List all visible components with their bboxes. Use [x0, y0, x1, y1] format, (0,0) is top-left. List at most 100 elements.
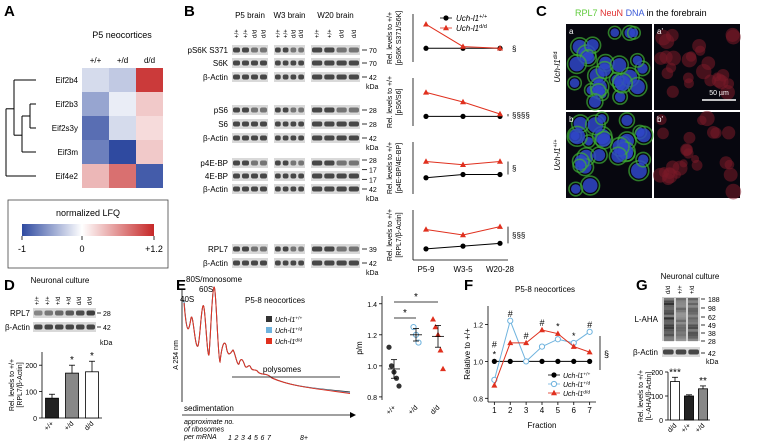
- blot-band: [242, 186, 249, 192]
- blot-label: pS6: [214, 106, 229, 115]
- x-tick-label: +/+: [680, 422, 692, 434]
- blot-band: [312, 107, 323, 113]
- kda-label: 28: [369, 108, 377, 115]
- blot-background: [311, 119, 360, 129]
- x-axis-label: Fraction: [528, 421, 557, 430]
- y-tick-label: 1.2: [367, 333, 377, 340]
- x-tick-label: +/d: [63, 420, 75, 432]
- data-point: [423, 45, 429, 51]
- cell-ring: [635, 151, 652, 168]
- annotation: #: [492, 339, 497, 349]
- x-tick-label: +/d: [407, 404, 419, 416]
- y-axis-label: Rel. levels to +/+: [638, 370, 645, 422]
- y-axis-label: [pS6K S371/S6K]: [396, 11, 403, 66]
- tile-label: a': [657, 27, 663, 36]
- data-point: [555, 358, 561, 364]
- blot-band: [275, 121, 281, 127]
- y-axis-label: Rel. levels to +/+: [387, 209, 394, 261]
- smear-band: [676, 317, 686, 320]
- blot-background: [311, 45, 360, 55]
- significance-mark: §: [604, 349, 609, 359]
- blot-band: [336, 47, 347, 53]
- bar: [684, 395, 694, 421]
- kda-label: 42: [103, 325, 111, 332]
- blot-background: [274, 184, 305, 194]
- data-point: [396, 383, 402, 389]
- lane-label: d/d: [291, 30, 297, 38]
- blot-band: [251, 107, 258, 113]
- data-point: [523, 339, 530, 346]
- smear-band: [676, 310, 686, 313]
- x-tick-label: W20-28: [486, 265, 515, 274]
- heatmap-cell: [109, 92, 136, 116]
- genotype-label: Uch-l1+/d: [563, 381, 590, 389]
- legend-swatch: [266, 327, 272, 333]
- lane-label: +/+: [678, 285, 684, 294]
- cell-ring: [583, 36, 602, 54]
- legend-marker: [443, 15, 449, 21]
- kda-label: 38: [708, 331, 716, 338]
- blot-band: [275, 186, 281, 192]
- blot-band: [275, 107, 281, 113]
- blot-band: [242, 74, 249, 80]
- blot-band: [282, 121, 289, 127]
- blot-band: [348, 135, 359, 141]
- cell-ring: [580, 175, 601, 196]
- cell-ring: [618, 112, 636, 129]
- y-axis-label: Rel. levels to +/+: [387, 12, 394, 64]
- stain-name: NeuN: [600, 8, 623, 18]
- tile-label: b: [569, 115, 574, 124]
- blot-band: [312, 173, 323, 179]
- blot-background: [232, 171, 268, 181]
- blot-band: [312, 60, 323, 66]
- neun-signal: [699, 110, 715, 127]
- micrograph: [654, 112, 740, 198]
- blot-label: S6K: [213, 59, 229, 68]
- ribosome-count: 2: [234, 435, 239, 442]
- bar: [45, 397, 59, 419]
- smear-band: [688, 319, 698, 322]
- neun-signal: [696, 63, 712, 80]
- ribosome-count: 4: [248, 435, 252, 442]
- neun-signal: [692, 39, 707, 53]
- data-point: [460, 43, 466, 49]
- x-axis-label: sedimentation: [184, 404, 234, 413]
- smear-band: [676, 314, 686, 318]
- kda-unit: kDa: [100, 340, 113, 347]
- smear-band: [688, 302, 698, 306]
- blot-band: [275, 160, 281, 166]
- x-tick-label: d/d: [430, 404, 442, 416]
- genotype-label: Uch-l1d/d: [553, 52, 562, 83]
- lane-label: d/d: [299, 30, 305, 38]
- significance-mark: ***: [669, 367, 681, 378]
- blot-band: [44, 324, 53, 330]
- genotype-label: Uch-l1+/+: [456, 14, 487, 23]
- x-tick-label: 6: [572, 406, 577, 415]
- smear-band: [676, 319, 686, 322]
- blot-band: [242, 107, 249, 113]
- bar: [85, 371, 99, 419]
- data-point: [571, 358, 577, 364]
- significance-mark: *: [414, 292, 418, 303]
- gene-name: Uch-l1: [456, 24, 479, 33]
- heatmap-cell: [109, 68, 136, 92]
- blot-background: [274, 105, 305, 115]
- smear-band: [676, 312, 686, 315]
- nucleus: [597, 114, 607, 123]
- smear-band: [688, 307, 698, 310]
- blot-band: [348, 173, 359, 179]
- y-tick-label: 200: [651, 370, 663, 377]
- blot-label: L-AHA: [634, 315, 658, 324]
- blot-band: [251, 260, 258, 266]
- ribosome-count: 1: [228, 435, 232, 442]
- blot-band: [282, 260, 289, 266]
- neun-signal: [706, 125, 720, 139]
- blot-band: [251, 135, 258, 141]
- data-point: [460, 161, 466, 167]
- smear-band: [676, 331, 686, 334]
- data-point: [423, 226, 429, 232]
- smear-band: [664, 317, 674, 320]
- ribosome-count: 3: [241, 435, 245, 442]
- blot-band: [282, 246, 289, 252]
